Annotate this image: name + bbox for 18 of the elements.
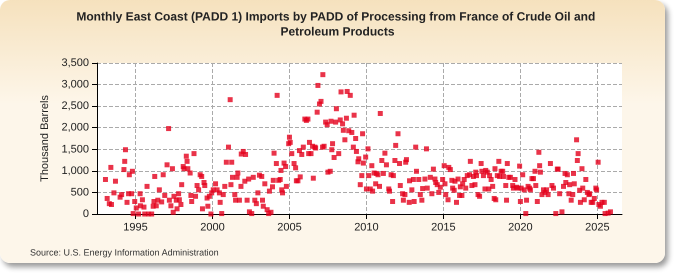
- x-tick-label: 2025: [585, 222, 610, 234]
- y-tick-label: 2,000: [61, 122, 89, 134]
- y-tick-label: 500: [70, 186, 89, 198]
- y-tick-label: 1,000: [61, 164, 89, 177]
- y-tick-label: 1,500: [61, 143, 89, 156]
- y-tick-label: 0: [82, 208, 89, 220]
- x-tick-label: 2010: [354, 222, 379, 234]
- x-tick-label: 1995: [123, 222, 148, 234]
- chart-title: Monthly East Coast (PADD 1) Imports by PADD of Processing from France of Crude Oil and Petroleum Products: [76, 10, 599, 38]
- x-tick-label: 2000: [200, 222, 225, 234]
- x-tick-label: 2020: [508, 222, 533, 234]
- x-tick-label: 2015: [431, 222, 456, 234]
- y-tick-label: 2,500: [61, 100, 89, 112]
- x-tick-label: 2005: [277, 222, 302, 234]
- y-axis-title: Thousand Barrels: [39, 94, 52, 182]
- y-tick-label: 3,000: [61, 78, 89, 91]
- y-tick-label: 3,500: [61, 57, 89, 69]
- source-note: Source: U.S. Energy Information Administration: [30, 248, 219, 258]
